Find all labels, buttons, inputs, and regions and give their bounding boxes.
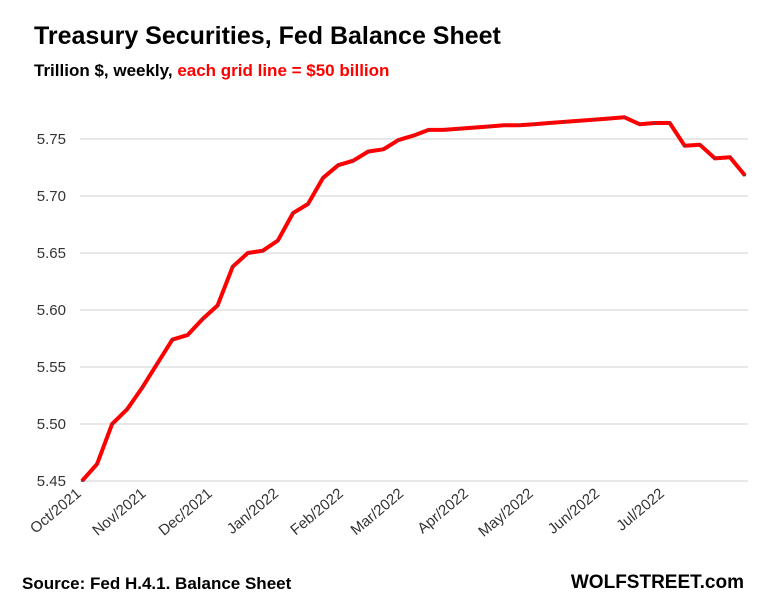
data-point	[322, 176, 325, 179]
data-point	[442, 128, 445, 131]
data-point	[291, 212, 294, 215]
data-point	[683, 144, 686, 147]
data-point	[231, 265, 234, 268]
data-point	[352, 159, 355, 162]
x-tick-label: Jun/2022	[545, 485, 603, 538]
data-point	[668, 122, 671, 125]
y-tick-label: 5.70	[37, 188, 66, 205]
subtitle-grid-note: each grid line = $50 billion	[177, 61, 390, 80]
data-point	[502, 124, 505, 127]
data-point	[111, 423, 114, 425]
x-tick-label: Apr/2022	[414, 485, 472, 537]
data-point	[141, 386, 144, 389]
series-line	[80, 115, 747, 483]
x-tick-label: Feb/2022	[287, 485, 346, 539]
data-point	[382, 148, 385, 151]
y-tick-label: 5.55	[37, 359, 66, 376]
data-point	[457, 127, 460, 130]
y-tick-label: 5.65	[37, 245, 66, 262]
data-point	[487, 125, 490, 128]
data-point	[412, 134, 415, 137]
x-tick-label: May/2022	[475, 485, 536, 540]
data-point	[638, 123, 641, 126]
data-point	[276, 239, 279, 242]
data-point	[563, 120, 566, 123]
data-point	[186, 334, 189, 337]
data-point	[337, 164, 340, 167]
subtitle-units: Trillion $, weekly,	[34, 61, 173, 80]
data-point	[593, 118, 596, 121]
data-point	[367, 150, 370, 153]
data-point	[472, 126, 475, 129]
y-tick-label: 5.50	[37, 416, 66, 433]
x-tick-label: Mar/2022	[348, 485, 407, 539]
data-point	[307, 202, 310, 205]
data-point	[126, 408, 129, 411]
data-point	[517, 124, 520, 127]
y-tick-label: 5.60	[37, 302, 66, 319]
data-point	[246, 252, 249, 254]
data-point	[216, 304, 219, 307]
data-point	[728, 156, 731, 159]
data-point	[81, 480, 83, 482]
data-point	[261, 249, 264, 252]
data-point	[713, 157, 716, 160]
data-point	[427, 128, 430, 131]
source-note: Source: Fed H.4.1. Balance Sheet	[22, 574, 292, 593]
data-point	[533, 123, 536, 126]
chart-title: Treasury Securities, Fed Balance Sheet	[34, 22, 501, 50]
data-point	[397, 139, 400, 142]
data-point	[156, 362, 159, 365]
data-point	[608, 117, 611, 120]
x-tick-label: Jan/2022	[224, 485, 282, 538]
data-point	[96, 462, 99, 465]
y-tick-label: 5.45	[37, 473, 66, 490]
x-tick-label: Jul/2022	[613, 485, 667, 534]
data-point	[623, 116, 626, 119]
brand-logo-text: WOLFSTREET.com	[570, 572, 744, 593]
chart-subtitle: Trillion $, weekly, each grid line = $50…	[34, 61, 389, 81]
data-point	[698, 143, 701, 146]
data-point	[578, 119, 581, 122]
data-point	[201, 318, 204, 321]
data-point	[171, 338, 174, 341]
data-point	[653, 122, 656, 125]
data-point	[548, 122, 551, 125]
x-tick-label: Dec/2021	[156, 485, 216, 539]
data-point	[744, 174, 746, 177]
x-tick-label: Nov/2021	[89, 485, 149, 539]
x-tick-label: Oct/2021	[27, 485, 85, 537]
y-tick-label: 5.75	[37, 131, 66, 148]
